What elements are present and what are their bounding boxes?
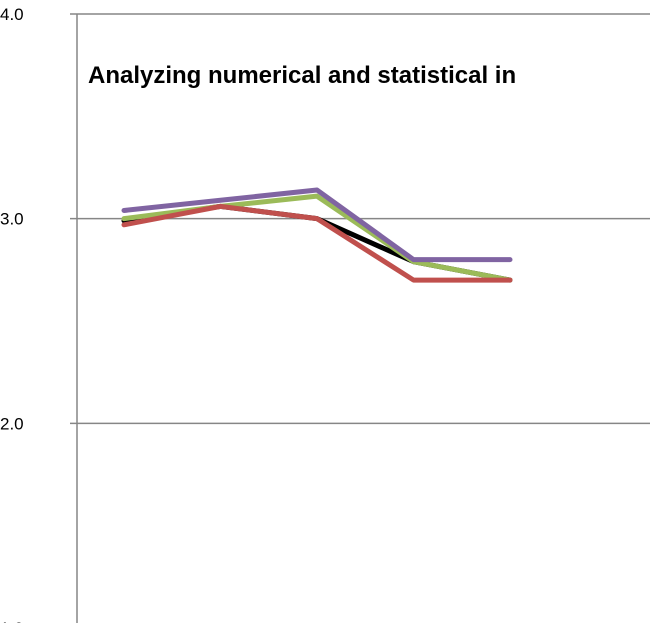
series-line-4 (121, 187, 513, 263)
y-tick-label: 4.0 (0, 5, 24, 24)
y-axis-ticks: 4.0 3.0 2.0 1.0 (0, 5, 24, 623)
series-line-3 (121, 203, 513, 283)
series-line-2 (121, 193, 513, 283)
chart-title: Analyzing numerical and statistical in (88, 62, 516, 89)
y-tick-label: 3.0 (0, 210, 24, 229)
y-tick-label: 1.0 (0, 619, 24, 623)
series-layer (121, 187, 513, 283)
gridlines (70, 13, 650, 425)
y-tick-label: 2.0 (0, 414, 24, 433)
